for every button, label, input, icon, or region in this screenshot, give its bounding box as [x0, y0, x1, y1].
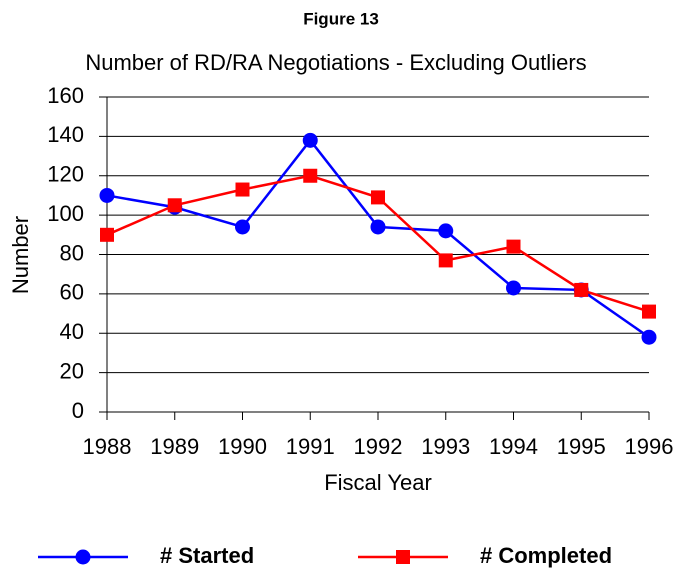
x-axis-label: Fiscal Year — [324, 470, 432, 495]
marker — [100, 227, 114, 242]
marker — [235, 182, 250, 197]
y-tick-label: 60 — [60, 280, 84, 305]
x-tick-label: 1994 — [489, 434, 538, 459]
chart-subtitle: Number of RD/RA Negotiations - Excluding… — [85, 50, 586, 75]
marker — [506, 280, 521, 296]
y-tick-label: 0 — [72, 398, 84, 423]
legend-label: # Started — [160, 543, 254, 568]
x-tick-label: 1991 — [286, 434, 335, 459]
marker — [438, 253, 453, 268]
chart-title: Figure 13 — [303, 9, 379, 28]
marker — [438, 223, 454, 239]
y-tick-label: 100 — [47, 201, 84, 226]
marker — [642, 304, 656, 319]
marker — [641, 329, 657, 345]
marker — [371, 190, 385, 205]
marker — [370, 219, 386, 235]
x-tick-label: 1995 — [557, 434, 606, 459]
y-tick-label: 140 — [47, 122, 84, 147]
marker — [506, 239, 521, 254]
x-tick-label: 1993 — [421, 434, 470, 459]
legend-marker — [396, 550, 410, 564]
legend-marker — [75, 549, 91, 565]
y-tick-label: 80 — [60, 240, 84, 265]
marker — [99, 187, 115, 203]
x-tick-label: 1990 — [218, 434, 267, 459]
y-tick-label: 40 — [60, 319, 84, 344]
x-tick-label: 1988 — [83, 434, 132, 459]
marker — [167, 198, 182, 213]
marker — [303, 168, 318, 183]
marker — [235, 219, 250, 235]
marker — [302, 132, 318, 148]
marker — [574, 282, 589, 297]
x-tick-label: 1992 — [354, 434, 403, 459]
y-axis-label: Number — [8, 216, 33, 294]
series-line — [106, 138, 650, 339]
y-tick-label: 160 — [47, 83, 84, 108]
y-tick-label: 120 — [47, 162, 84, 187]
y-tick-label: 20 — [60, 358, 84, 383]
legend-label: # Completed — [480, 543, 612, 568]
x-tick-label: 1989 — [150, 434, 199, 459]
x-tick-label: 1996 — [625, 434, 674, 459]
